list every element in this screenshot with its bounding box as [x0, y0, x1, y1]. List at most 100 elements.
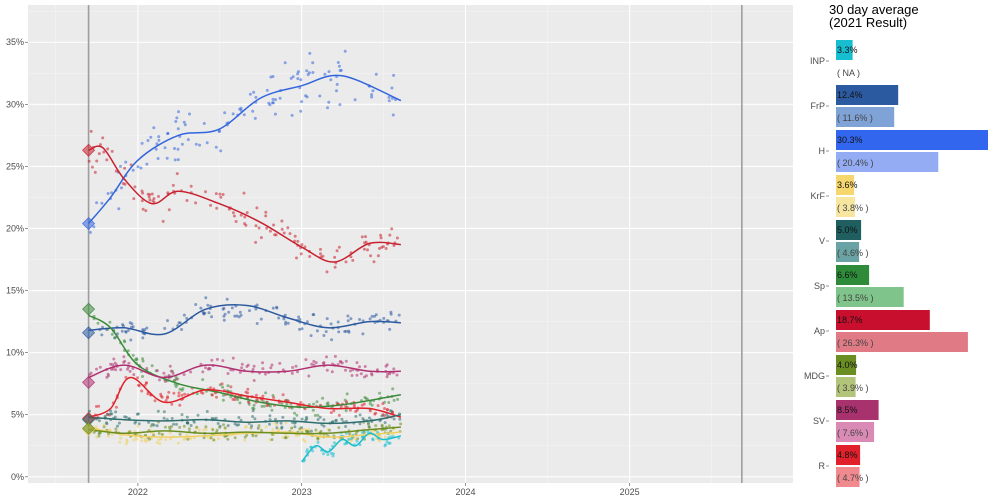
poll-point-ap — [152, 197, 156, 200]
poll-point-ap — [244, 223, 248, 227]
poll-point-ap — [245, 211, 249, 215]
poll-point-h — [265, 88, 269, 92]
poll-point-ap — [333, 255, 337, 259]
poll-point-ap — [99, 143, 102, 147]
poll-point-v — [205, 410, 209, 413]
poll-point-h — [296, 77, 300, 81]
poll-point-h — [390, 86, 394, 90]
poll-point-krf — [135, 437, 139, 441]
y-tick-label: 15% — [6, 286, 24, 296]
poll-point-frp — [121, 323, 125, 327]
poll-point-ap — [265, 226, 269, 230]
poll-point-krf — [243, 438, 247, 442]
poll-point-krf — [169, 437, 173, 441]
poll-point-sv — [163, 379, 167, 383]
poll-point-krf — [281, 436, 285, 440]
poll-point-mdg — [348, 432, 351, 436]
poll-point-ap — [219, 195, 223, 199]
poll-point-sv — [333, 354, 337, 358]
poll-point-h — [268, 103, 272, 107]
poll-point-sv — [238, 370, 242, 374]
poll-point-sv — [221, 359, 225, 363]
poll-point-v — [354, 414, 358, 418]
poll-point-v — [322, 424, 326, 428]
average-value-label: 4.8% — [837, 450, 858, 460]
poll-point-frp — [233, 314, 237, 318]
poll-point-krf — [106, 434, 110, 438]
poll-point-sv — [348, 369, 352, 373]
poll-point-h — [289, 76, 293, 80]
party-label: R — [819, 461, 826, 471]
poll-point-frp — [204, 296, 208, 300]
poll-point-sv — [122, 355, 126, 359]
poll-point-krf — [155, 441, 159, 445]
trend-line-v — [88, 413, 402, 425]
poll-point-sv — [112, 357, 116, 361]
poll-point-ap — [395, 236, 399, 240]
poll-point-sp — [251, 406, 255, 410]
poll-point-krf — [284, 421, 288, 425]
poll-point-h — [308, 51, 312, 55]
result-2021-label: ( NA ) — [837, 68, 860, 78]
poll-point-sp — [325, 402, 329, 406]
poll-point-sp — [392, 398, 396, 402]
poll-point-r — [177, 394, 181, 398]
poll-point-sp — [260, 404, 264, 408]
poll-point-mdg — [178, 425, 182, 429]
result-markers — [82, 143, 96, 437]
poll-point-frp — [397, 313, 401, 317]
poll-point-ap — [175, 172, 179, 176]
poll-point-sp — [364, 396, 368, 400]
poll-point-r — [368, 409, 372, 413]
poll-point-h — [329, 78, 333, 82]
poll-point-h — [291, 75, 295, 79]
poll-point-sp — [131, 353, 135, 357]
poll-point-frp — [275, 306, 279, 310]
poll-point-v — [156, 409, 160, 413]
poll-point-ap — [185, 199, 189, 202]
poll-point-h — [194, 142, 198, 146]
average-bar — [836, 400, 879, 420]
poll-point-krf — [294, 434, 298, 438]
poll-point-h — [337, 64, 341, 68]
poll-point-frp — [346, 319, 350, 323]
poll-point-ap — [362, 247, 366, 251]
poll-point-frp — [237, 315, 241, 319]
trend-line-mdg — [88, 426, 401, 435]
poll-point-ap — [360, 235, 364, 239]
poll-point-sp — [311, 408, 315, 412]
poll-point-ap — [90, 165, 94, 169]
poll-point-h — [338, 69, 342, 72]
poll-point-v — [237, 416, 241, 419]
poll-point-r — [299, 401, 303, 404]
poll-point-r — [339, 405, 343, 409]
poll-point-h — [231, 112, 235, 116]
poll-point-ap — [337, 245, 341, 249]
poll-point-v — [251, 415, 255, 418]
poll-point-sv — [294, 364, 298, 368]
poll-point-sp — [270, 408, 274, 412]
poll-point-v — [358, 413, 362, 417]
trend-line-sv — [88, 364, 401, 379]
poll-point-frp — [344, 329, 348, 333]
poll-point-frp — [248, 309, 251, 313]
poll-point-sp — [122, 339, 126, 343]
poll-point-ap — [288, 232, 292, 236]
poll-point-h — [306, 73, 310, 77]
poll-point-ap — [384, 247, 388, 250]
poll-point-v — [334, 418, 338, 422]
x-tick-label: 2023 — [292, 487, 312, 497]
poll-point-h — [304, 94, 308, 98]
poll-point-ap — [369, 254, 373, 258]
poll-point-krf — [140, 439, 144, 443]
poll-point-inp — [332, 441, 336, 445]
poll-point-v — [175, 422, 178, 426]
poll-point-frp — [255, 322, 259, 325]
poll-point-h — [217, 130, 221, 134]
poll-point-sv — [252, 364, 256, 368]
trend-line-inp — [301, 432, 402, 463]
poll-point-frp — [298, 318, 302, 321]
poll-point-krf — [303, 439, 307, 443]
poll-point-sv — [344, 359, 348, 363]
